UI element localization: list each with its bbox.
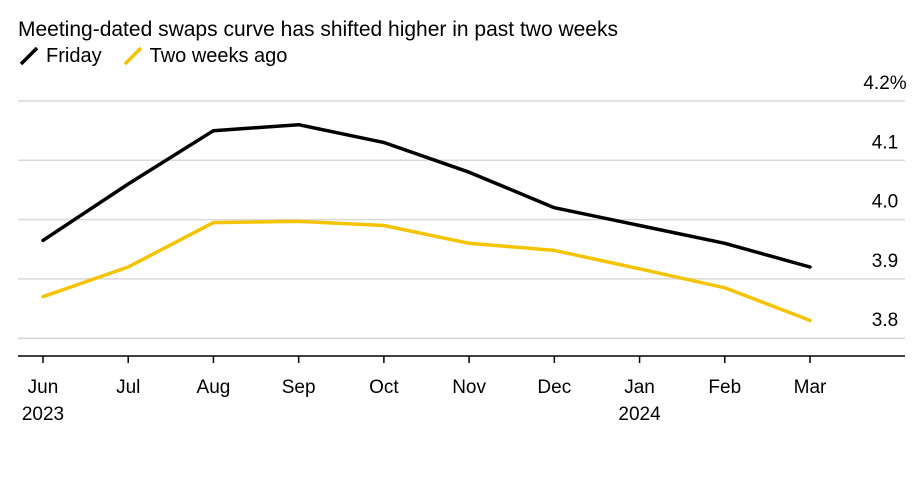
y-tick-label-4: 3.8	[872, 310, 898, 331]
legend-swatch-friday	[19, 46, 39, 66]
x-tick-label-dec: Dec	[537, 377, 571, 398]
x-year-label-2023: 2023	[22, 404, 64, 425]
x-tick-label-jun: Jun	[28, 377, 59, 398]
legend-item-two-weeks-ago: Two weeks ago	[122, 44, 288, 68]
y-tick-label-2: 4.0	[872, 192, 898, 213]
y-tick-label-0: 4.2%	[863, 73, 906, 94]
x-tick-label-oct: Oct	[369, 377, 399, 398]
x-year-label-2024: 2024	[618, 404, 661, 425]
y-tick-label-3: 3.9	[872, 251, 898, 272]
legend: Friday Two weeks ago	[18, 43, 307, 69]
chart-title: Meeting-dated swaps curve has shifted hi…	[18, 18, 618, 41]
x-tick-label-jul: Jul	[116, 377, 140, 398]
series-line-two-weeks-ago	[41, 219, 812, 323]
y-tick-label-1: 4.1	[872, 132, 898, 153]
series-line-friday	[41, 122, 812, 269]
x-tick-label-mar: Mar	[794, 377, 827, 398]
legend-label-friday: Friday	[46, 44, 102, 67]
x-tick-label-jan: Jan	[624, 377, 655, 398]
legend-label-two-weeks-ago: Two weeks ago	[149, 44, 288, 67]
legend-item-friday: Friday	[18, 45, 102, 68]
x-tick-label-aug: Aug	[197, 377, 231, 398]
x-tick-label-sep: Sep	[282, 377, 316, 398]
legend-swatch-two-weeks-ago	[123, 46, 142, 66]
x-tick-label-nov: Nov	[452, 377, 486, 398]
x-tick-label-feb: Feb	[708, 377, 741, 398]
